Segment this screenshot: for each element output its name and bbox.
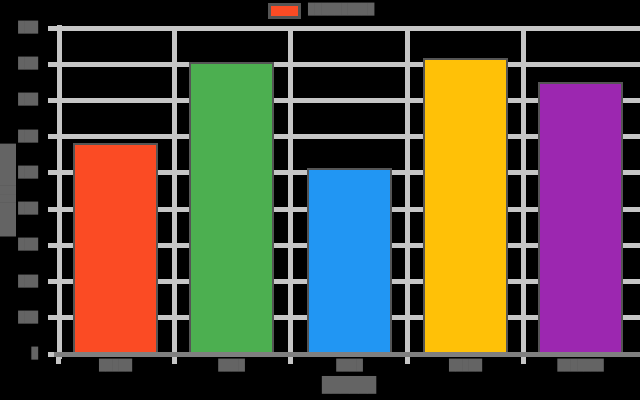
x-axis-title: ██████: [321, 376, 377, 394]
h-gridline: [58, 61, 640, 67]
y-axis-spine: [57, 25, 62, 359]
y-tick-label: ███: [18, 21, 38, 34]
y-tick-label: ███: [18, 310, 38, 324]
v-gridline: [405, 26, 410, 353]
y-tick-mark: [48, 97, 58, 103]
y-tick-mark: [48, 351, 58, 357]
y-tick-label: ███: [18, 238, 38, 252]
v-gridline: [520, 26, 526, 353]
h-gridline: [58, 97, 640, 103]
y-tick-label: ███: [18, 57, 38, 71]
bar: [307, 168, 392, 354]
y-tick-label: ███: [18, 129, 38, 143]
y-tick-mark: [48, 61, 58, 67]
y-tick-mark: [48, 206, 58, 212]
legend-label: ██████████: [308, 3, 375, 16]
y-tick-mark: [48, 25, 58, 31]
x-tick-mark: [520, 356, 526, 364]
legend: ██████████: [268, 3, 374, 19]
h-gridline: [58, 134, 640, 140]
bar: [538, 81, 623, 354]
y-tick-mark: [48, 134, 58, 140]
legend-color-swatch: [268, 3, 301, 19]
x-tick-label: ████: [336, 359, 363, 372]
x-tick-label: █████: [98, 359, 133, 372]
y-tick-label: ███: [18, 165, 38, 179]
bar: [189, 62, 274, 354]
y-tick-mark: [48, 170, 58, 176]
x-tick-label: █████: [448, 359, 483, 372]
x-tick-mark: [55, 356, 61, 364]
y-tick-label: ███: [18, 274, 38, 288]
y-tick-label: ███: [18, 93, 38, 107]
x-tick-label: ████: [218, 359, 245, 372]
y-tick-mark: [48, 279, 58, 285]
bar: [73, 143, 158, 354]
x-tick-label: ███████: [557, 359, 604, 372]
y-tick-label: █: [31, 347, 38, 360]
y-tick-label: ███: [18, 202, 38, 216]
x-tick-mark: [287, 356, 293, 364]
bar: [423, 58, 508, 354]
x-axis-spine: [54, 352, 640, 357]
y-tick-mark: [48, 315, 58, 321]
v-gridline: [171, 26, 177, 353]
v-gridline: [287, 26, 293, 353]
h-gridline: [58, 25, 640, 31]
x-tick-mark: [405, 356, 410, 364]
x-tick-mark: [171, 356, 177, 364]
y-axis-title: ███████████: [0, 143, 17, 237]
y-tick-mark: [48, 242, 58, 248]
